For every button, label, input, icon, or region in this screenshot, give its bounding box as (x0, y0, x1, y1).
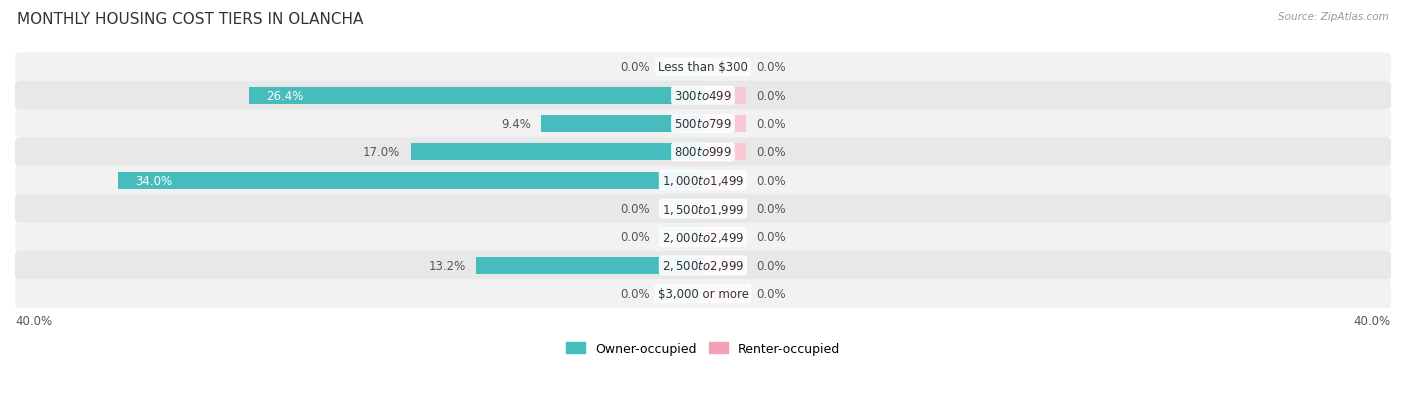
FancyBboxPatch shape (14, 251, 1392, 280)
Text: $500 to $799: $500 to $799 (673, 118, 733, 131)
FancyBboxPatch shape (14, 138, 1392, 167)
Text: 0.0%: 0.0% (756, 203, 786, 216)
Bar (703, 88, 747, 104)
Text: MONTHLY HOUSING COST TIERS IN OLANCHA: MONTHLY HOUSING COST TIERS IN OLANCHA (17, 12, 363, 27)
FancyBboxPatch shape (14, 280, 1392, 309)
Text: 0.0%: 0.0% (756, 118, 786, 131)
FancyBboxPatch shape (14, 110, 1392, 139)
Text: $800 to $999: $800 to $999 (673, 146, 733, 159)
Text: $3,000 or more: $3,000 or more (658, 287, 748, 300)
Text: 0.0%: 0.0% (756, 231, 786, 244)
Text: 26.4%: 26.4% (266, 90, 304, 102)
Text: 13.2%: 13.2% (429, 259, 465, 272)
Text: $300 to $499: $300 to $499 (673, 90, 733, 102)
FancyBboxPatch shape (14, 195, 1392, 223)
Bar (703, 285, 747, 302)
Legend: Owner-occupied, Renter-occupied: Owner-occupied, Renter-occupied (561, 337, 845, 360)
FancyBboxPatch shape (14, 166, 1392, 195)
FancyBboxPatch shape (14, 81, 1392, 110)
Text: 9.4%: 9.4% (501, 118, 531, 131)
Text: 0.0%: 0.0% (756, 61, 786, 74)
Bar (659, 201, 703, 218)
Text: 0.0%: 0.0% (756, 174, 786, 188)
Bar (703, 229, 747, 246)
Text: Less than $300: Less than $300 (658, 61, 748, 74)
Text: 17.0%: 17.0% (363, 146, 401, 159)
Bar (703, 257, 747, 274)
Text: Source: ZipAtlas.com: Source: ZipAtlas.com (1278, 12, 1389, 22)
Text: 0.0%: 0.0% (756, 90, 786, 102)
Text: 0.0%: 0.0% (620, 231, 650, 244)
FancyBboxPatch shape (14, 53, 1392, 82)
Bar (703, 59, 747, 76)
Text: $1,000 to $1,499: $1,000 to $1,499 (662, 174, 744, 188)
Bar (703, 116, 747, 133)
Text: $2,000 to $2,499: $2,000 to $2,499 (662, 230, 744, 244)
Bar (659, 59, 703, 76)
Text: 0.0%: 0.0% (756, 287, 786, 300)
Bar (477, 257, 703, 274)
Text: 0.0%: 0.0% (620, 203, 650, 216)
Bar (703, 144, 747, 161)
Text: $2,500 to $2,999: $2,500 to $2,999 (662, 259, 744, 273)
Text: 0.0%: 0.0% (756, 146, 786, 159)
Bar (703, 172, 747, 189)
Text: 34.0%: 34.0% (135, 174, 173, 188)
Bar (659, 285, 703, 302)
Text: 40.0%: 40.0% (1354, 314, 1391, 327)
Bar (659, 229, 703, 246)
Bar (541, 116, 703, 133)
Text: 0.0%: 0.0% (756, 259, 786, 272)
Bar (249, 88, 703, 104)
FancyBboxPatch shape (14, 223, 1392, 252)
Text: 40.0%: 40.0% (15, 314, 52, 327)
Text: 0.0%: 0.0% (620, 287, 650, 300)
Text: $1,500 to $1,999: $1,500 to $1,999 (662, 202, 744, 216)
Bar (411, 144, 703, 161)
Text: 0.0%: 0.0% (620, 61, 650, 74)
Bar (703, 201, 747, 218)
Bar (118, 172, 703, 189)
